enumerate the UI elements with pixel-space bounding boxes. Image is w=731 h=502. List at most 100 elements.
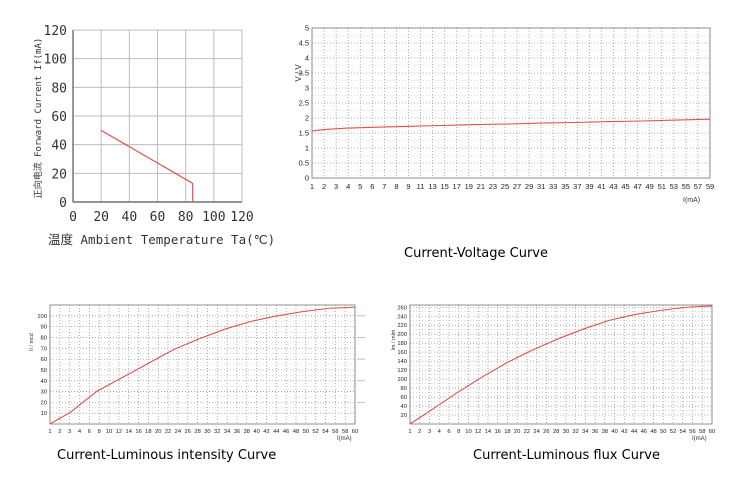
current-voltage-chart: 1 2 3 4 5 6 7 8 9 11 13 15 17 19 21 23 25 27 29 31 33 35 37 39 4…	[294, 24, 714, 204]
chart4-xtick-label: 1	[408, 429, 411, 435]
chart2-xtick-label: 3	[334, 182, 338, 191]
chart1-xtick-label: 80	[178, 210, 194, 225]
chart3-xtick-label: 4	[78, 429, 82, 435]
chart4-xtick-label: 42	[621, 429, 627, 435]
chart2-xtick-label: 43	[609, 182, 617, 191]
chart3-xtick-label: 42	[263, 429, 269, 435]
chart2-ytick-label: 0	[305, 174, 309, 183]
chart2-ylabel: V / V	[294, 64, 303, 82]
chart3-xtick-label: 28	[194, 429, 200, 435]
chart2-xtick-label: 15	[440, 182, 448, 191]
chart4-xtick-label: 32	[572, 429, 578, 435]
chart4-ytick-label: 260	[397, 305, 407, 311]
chart3-ylabel: lI / mcd	[29, 333, 35, 351]
chart2-xtick-label: 33	[549, 182, 557, 191]
chart4-caption: Current-Luminous flux Curve	[473, 448, 660, 463]
chart2-ytick-label: 3.5	[299, 69, 309, 78]
chart4-ytick-label: 180	[397, 341, 407, 347]
chart4-xtick-label: 36	[592, 429, 598, 435]
chart2-xtick-label: 41	[597, 182, 605, 191]
chart3-xticks: 1 2 3 4 6 8 10 12 14 16 18 20 22 24 26 28 30 32 34 36 38 40 42…	[48, 429, 358, 435]
chart2-xticks: 1 2 3 4 5 6 7 8 9 11 13 15 17 19 21 23 25 27 29 31 33 35 37 39 4…	[310, 182, 714, 191]
chart3-xtick-label: 46	[283, 429, 289, 435]
chart3-xtick-label: 3	[68, 429, 71, 435]
chart3-ytick-label: 80	[41, 335, 47, 341]
chart3-xtick-label: 8	[98, 429, 101, 435]
chart3-series	[49, 306, 356, 425]
chart1-xticks: 0 20 40 60 80 100 120	[69, 210, 254, 225]
chart2-gridlines	[311, 27, 711, 179]
chart3-xtick-label: 34	[224, 429, 231, 435]
chart2-xtick-label: 27	[513, 182, 521, 191]
chart4-xtick-label: 16	[494, 429, 500, 435]
chart3-xtick-label: 18	[145, 429, 151, 435]
chart4-series	[409, 305, 713, 425]
chart1-ytick-label: 40	[51, 139, 67, 154]
chart3-xtick-label: 20	[155, 429, 161, 435]
chart3-xtick-label: 24	[175, 429, 182, 435]
chart3-xtick-label: 22	[165, 429, 171, 435]
chart1-xtick-label: 20	[93, 210, 109, 225]
chart3-ytick-label: 50	[41, 368, 47, 374]
chart2-ytick-label: 4	[305, 54, 309, 63]
chart1-xlabel: 温度 Ambient Temperature Ta(℃)	[48, 232, 275, 247]
chart1-xtick-label: 100	[202, 210, 225, 225]
chart3-xtick-label: 54	[322, 429, 329, 435]
chart2-caption: Current-Voltage Curve	[404, 246, 549, 261]
chart3-xtick-label: 48	[293, 429, 299, 435]
chart3-xlabel: I(mA)	[337, 436, 352, 442]
chart2-xtick-label: 31	[537, 182, 545, 191]
chart2-ytick-label: 5	[305, 24, 309, 33]
chart4-ytick-label: 20	[401, 413, 407, 419]
chart1-ylabel: 正向电流 Forward Current If(mA)	[32, 38, 44, 199]
chart3-xtick-label: 2	[58, 429, 61, 435]
chart2-xtick-label: 25	[501, 182, 509, 191]
chart4-yticks: 20 40 60 80 100 120 140 160 180 200 220 240 260	[397, 305, 407, 419]
chart2-xtick-label: 37	[573, 182, 581, 191]
chart3-xtick-label: 58	[342, 429, 348, 435]
chart4-xtick-label: 2	[418, 429, 421, 435]
chart4-xtick-label: 38	[602, 429, 608, 435]
chart3-xtick-label: 26	[185, 429, 191, 435]
chart3-xtick-label: 50	[303, 429, 309, 435]
chart4-ytick-label: 60	[401, 395, 407, 401]
chart3-caption: Current-Luminous intensity Curve	[57, 448, 277, 463]
chart3-ytick-label: 70	[41, 346, 47, 352]
chart3-ytick-label: 90	[41, 325, 47, 331]
chart2-ytick-label: 1.5	[299, 129, 309, 138]
luminous-flux-chart: 1 2 3 4 6 8 10 12 14 16 18 20 22 24 26 28 30 32 34 36 38 40 42…	[391, 304, 715, 442]
chart3-xtick-label: 38	[244, 429, 250, 435]
chart3-xtick-label: 52	[312, 429, 318, 435]
chart4-xtick-label: 24	[533, 429, 540, 435]
chart4-gridlines	[409, 304, 713, 425]
chart4-xtick-label: 12	[475, 429, 481, 435]
chart2-xtick-label: 19	[465, 182, 473, 191]
chart1-ytick-label: 80	[51, 81, 67, 96]
chart2-ytick-label: 0.5	[299, 159, 309, 168]
chart4-xtick-label: 30	[563, 429, 569, 435]
chart1-xtick-label: 0	[69, 210, 77, 225]
chart2-ytick-label: 1	[305, 144, 309, 153]
chart1-ytick-label: 0	[59, 196, 67, 211]
chart2-xtick-label: 59	[706, 182, 714, 191]
chart2-ytick-label: 4.5	[299, 39, 309, 48]
chart4-curve	[409, 305, 713, 425]
chart2-xtick-label: 8	[394, 182, 398, 191]
chart4-xlabel: I(mA)	[692, 436, 707, 442]
chart2-xtick-label: 57	[694, 182, 702, 191]
chart4-xtick-label: 22	[524, 429, 530, 435]
chart4-xtick-label: 3	[428, 429, 431, 435]
chart1-xtick-label: 40	[122, 210, 138, 225]
luminous-intensity-chart: 1 2 3 4 6 8 10 12 14 16 18 20 22 24 26 28 30 32 34 36 38 40 42…	[29, 304, 365, 442]
chart4-xtick-label: 52	[670, 429, 676, 435]
chart3-xtick-label: 40	[253, 429, 259, 435]
chart4-xtick-label: 10	[465, 429, 471, 435]
chart1-series	[100, 129, 194, 202]
chart4-ytick-label: 40	[401, 404, 407, 410]
chart4-xtick-label: 28	[553, 429, 559, 435]
chart4-ytick-label: 80	[401, 386, 407, 392]
chart2-xtick-label: 45	[621, 182, 629, 191]
chart2-xtick-label: 5	[358, 182, 362, 191]
chart3-ytick-label: 100	[37, 314, 47, 320]
chart4-xtick-label: 54	[680, 429, 687, 435]
